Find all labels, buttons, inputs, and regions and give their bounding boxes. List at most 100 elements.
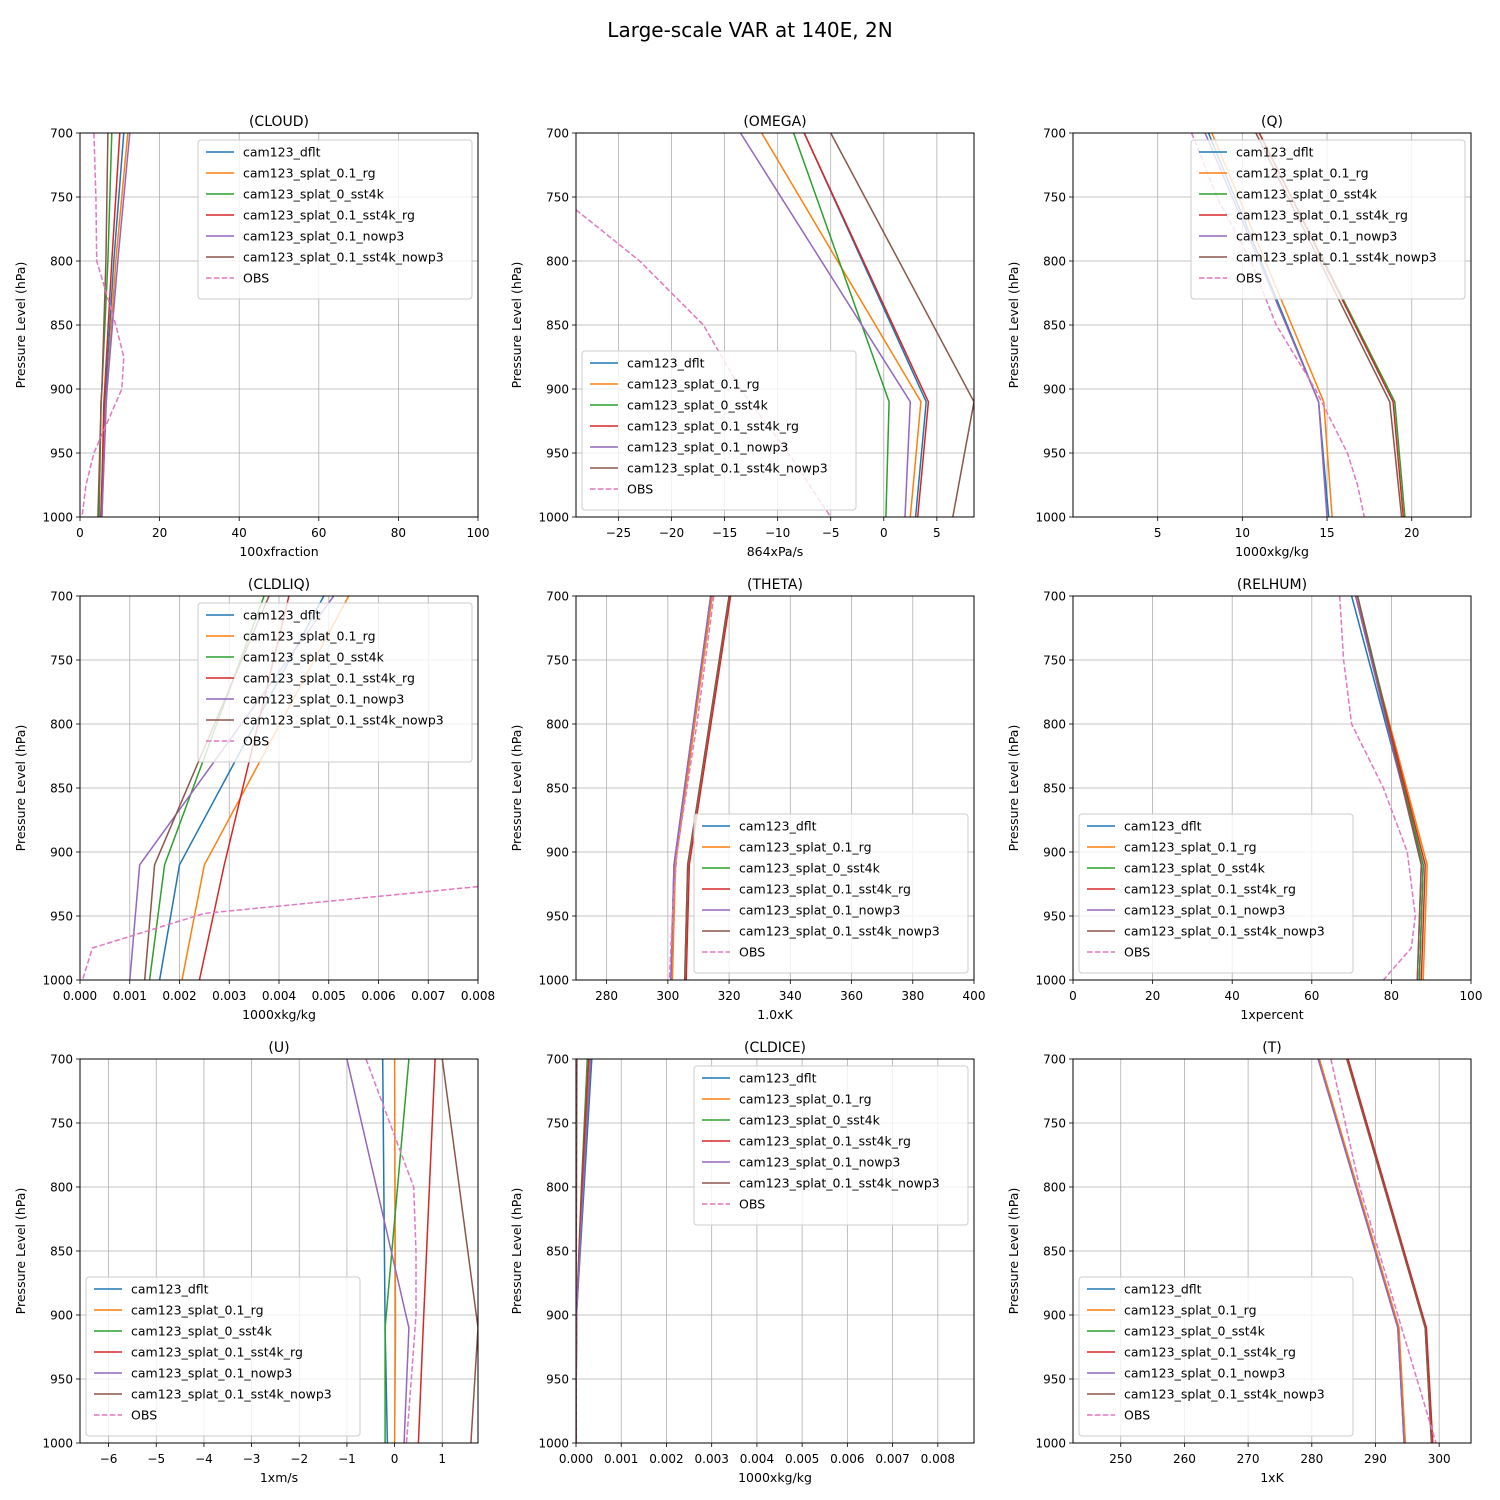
legend-label: cam123_dflt xyxy=(739,1071,817,1086)
legend-label: cam123_splat_0_sst4k xyxy=(131,1324,273,1339)
legend-label: cam123_dflt xyxy=(1124,819,1202,834)
x-tick-label: 0.005 xyxy=(312,989,346,1003)
subplot-q: 5 10 15 20 700 750 800 850 900 950 1000 (Q) 1000xkg/… xyxy=(1006,114,1472,559)
legend-label: cam123_splat_0.1_sst4k_nowp3 xyxy=(131,1387,332,1402)
subplot-grid: 0 20 40 60 80 1007007508008509009501000(CLOUD… xyxy=(13,114,1482,1485)
legend: cam123_dflt cam123_splat_0.1_rg cam123_spl… xyxy=(1078,813,1354,974)
x-tick-label: 0.007 xyxy=(875,1452,909,1466)
subplot-title: (Q) xyxy=(1261,114,1283,130)
series-line-cam123_splat_0.1_sst4k_rg xyxy=(803,133,930,517)
x-tick-label: 0 xyxy=(1069,989,1077,1003)
x-tick-label: 0.000 xyxy=(63,989,97,1003)
series-line-OBS xyxy=(365,1059,417,1443)
x-tick-label: 0.003 xyxy=(212,989,246,1003)
x-tick-label: 400 xyxy=(963,989,986,1003)
legend-label: cam123_splat_0.1_rg xyxy=(243,166,376,181)
x-axis-label: 1xpercent xyxy=(1240,1007,1303,1022)
y-tick-label: 850 xyxy=(546,782,569,796)
legend: cam123_dflt cam123_splat_0.1_rg cam123_spl… xyxy=(581,350,857,511)
y-tick-label: 900 xyxy=(1043,846,1066,860)
legend-label: cam123_dflt xyxy=(131,1282,209,1297)
x-tick-label: 100 xyxy=(1460,989,1483,1003)
x-axis-label: 864xPa/s xyxy=(747,544,804,559)
x-tick-label: −2 xyxy=(290,1452,308,1466)
x-tick-label: −1 xyxy=(338,1452,356,1466)
subplot-omega: −25 −20 −15 −10 −5 0 5 700 750 800 850 900 950 1000 (O… xyxy=(509,114,975,559)
y-tick-label: 750 xyxy=(1043,654,1066,668)
figure-title: Large-scale VAR at 140E, 2N xyxy=(607,18,892,42)
legend-label: cam123_splat_0.1_rg xyxy=(243,629,376,644)
legend-label: cam123_splat_0_sst4k xyxy=(1124,1324,1266,1339)
y-tick-label: 700 xyxy=(50,127,73,141)
y-tick-label: 950 xyxy=(50,1373,73,1387)
legend-label: cam123_splat_0.1_nowp3 xyxy=(1124,903,1285,918)
series-line-cam123_splat_0.1_rg xyxy=(1318,1059,1407,1443)
legend-box xyxy=(1190,139,1466,300)
legend-label: cam123_splat_0.1_sst4k_nowp3 xyxy=(739,1176,940,1191)
y-tick-label: 950 xyxy=(50,910,73,924)
legend: cam123_dflt cam123_splat_0.1_rg cam123_spl… xyxy=(693,813,969,974)
legend-box xyxy=(1078,1276,1354,1437)
legend-label: cam123_splat_0.1_sst4k_nowp3 xyxy=(627,461,828,476)
legend-label: OBS xyxy=(627,482,653,497)
y-tick-label: 750 xyxy=(546,654,569,668)
y-axis-label: Pressure Level (hPa) xyxy=(509,725,524,852)
legend-label: cam123_dflt xyxy=(739,819,817,834)
legend-box xyxy=(197,602,473,763)
y-tick-label: 900 xyxy=(546,1309,569,1323)
y-tick-label: 850 xyxy=(1043,319,1066,333)
y-tick-label: 700 xyxy=(1043,590,1066,604)
y-tick-label: 700 xyxy=(50,590,73,604)
x-tick-label: −25 xyxy=(606,526,631,540)
y-tick-label: 900 xyxy=(1043,1309,1066,1323)
y-axis-label: Pressure Level (hPa) xyxy=(509,262,524,389)
legend-label: cam123_splat_0.1_rg xyxy=(1236,166,1369,181)
y-tick-label: 950 xyxy=(1043,910,1066,924)
x-tick-label: −15 xyxy=(712,526,737,540)
x-tick-label: 270 xyxy=(1237,1452,1260,1466)
legend-label: cam123_splat_0.1_nowp3 xyxy=(1236,229,1397,244)
y-tick-label: 1000 xyxy=(1035,974,1066,988)
x-tick-label: 0.001 xyxy=(604,1452,638,1466)
series-line-cam123_splat_0.1_rg xyxy=(393,1059,397,1443)
y-tick-label: 800 xyxy=(1043,255,1066,269)
y-tick-label: 950 xyxy=(546,910,569,924)
x-tick-label: 1 xyxy=(438,1452,446,1466)
legend-label: cam123_splat_0.1_nowp3 xyxy=(243,229,404,244)
legend-label: cam123_splat_0.1_rg xyxy=(1124,840,1257,855)
x-tick-label: 300 xyxy=(1428,1452,1451,1466)
series-line-cam123_splat_0.1_sst4k_rg xyxy=(100,133,121,517)
x-tick-label: 0.002 xyxy=(649,1452,683,1466)
x-axis-label: 1xm/s xyxy=(260,1470,298,1485)
y-tick-label: 750 xyxy=(50,191,73,205)
legend-label: cam123_splat_0.1_sst4k_nowp3 xyxy=(1124,924,1325,939)
x-tick-label: −5 xyxy=(822,526,840,540)
x-axis-label: 1000xkg/kg xyxy=(1235,544,1309,559)
y-axis-label: Pressure Level (hPa) xyxy=(13,262,28,389)
x-tick-label: 340 xyxy=(779,989,802,1003)
legend-box xyxy=(1078,813,1354,974)
y-tick-label: 1000 xyxy=(538,1437,569,1451)
y-tick-label: 1000 xyxy=(42,1437,73,1451)
x-tick-label: 0.004 xyxy=(740,1452,774,1466)
subplot-title: (CLDLIQ) xyxy=(248,577,310,593)
legend-label: cam123_splat_0.1_nowp3 xyxy=(131,1366,292,1381)
x-tick-label: 0.002 xyxy=(162,989,196,1003)
x-tick-label: −10 xyxy=(765,526,790,540)
legend-label: OBS xyxy=(1236,271,1262,286)
y-axis-label: Pressure Level (hPa) xyxy=(1006,725,1021,852)
y-tick-label: 750 xyxy=(1043,191,1066,205)
x-axis-label: 1000xkg/kg xyxy=(738,1470,812,1485)
y-tick-label: 800 xyxy=(1043,718,1066,732)
legend-label: cam123_splat_0.1_nowp3 xyxy=(627,440,788,455)
x-tick-label: 380 xyxy=(901,989,924,1003)
legend-label: cam123_splat_0.1_sst4k_nowp3 xyxy=(739,924,940,939)
y-tick-label: 800 xyxy=(1043,1181,1066,1195)
legend-label: cam123_dflt xyxy=(1124,1282,1202,1297)
legend-label: cam123_splat_0_sst4k xyxy=(243,187,385,202)
series-line-OBS xyxy=(1330,1059,1437,1443)
y-tick-label: 850 xyxy=(1043,782,1066,796)
series-line-OBS xyxy=(81,133,125,517)
series-group xyxy=(346,1059,478,1443)
subplot-relhum: 0 20 40 60 80 100 700 750 800 850 900 950 1000 (RELHU… xyxy=(1006,577,1482,1022)
